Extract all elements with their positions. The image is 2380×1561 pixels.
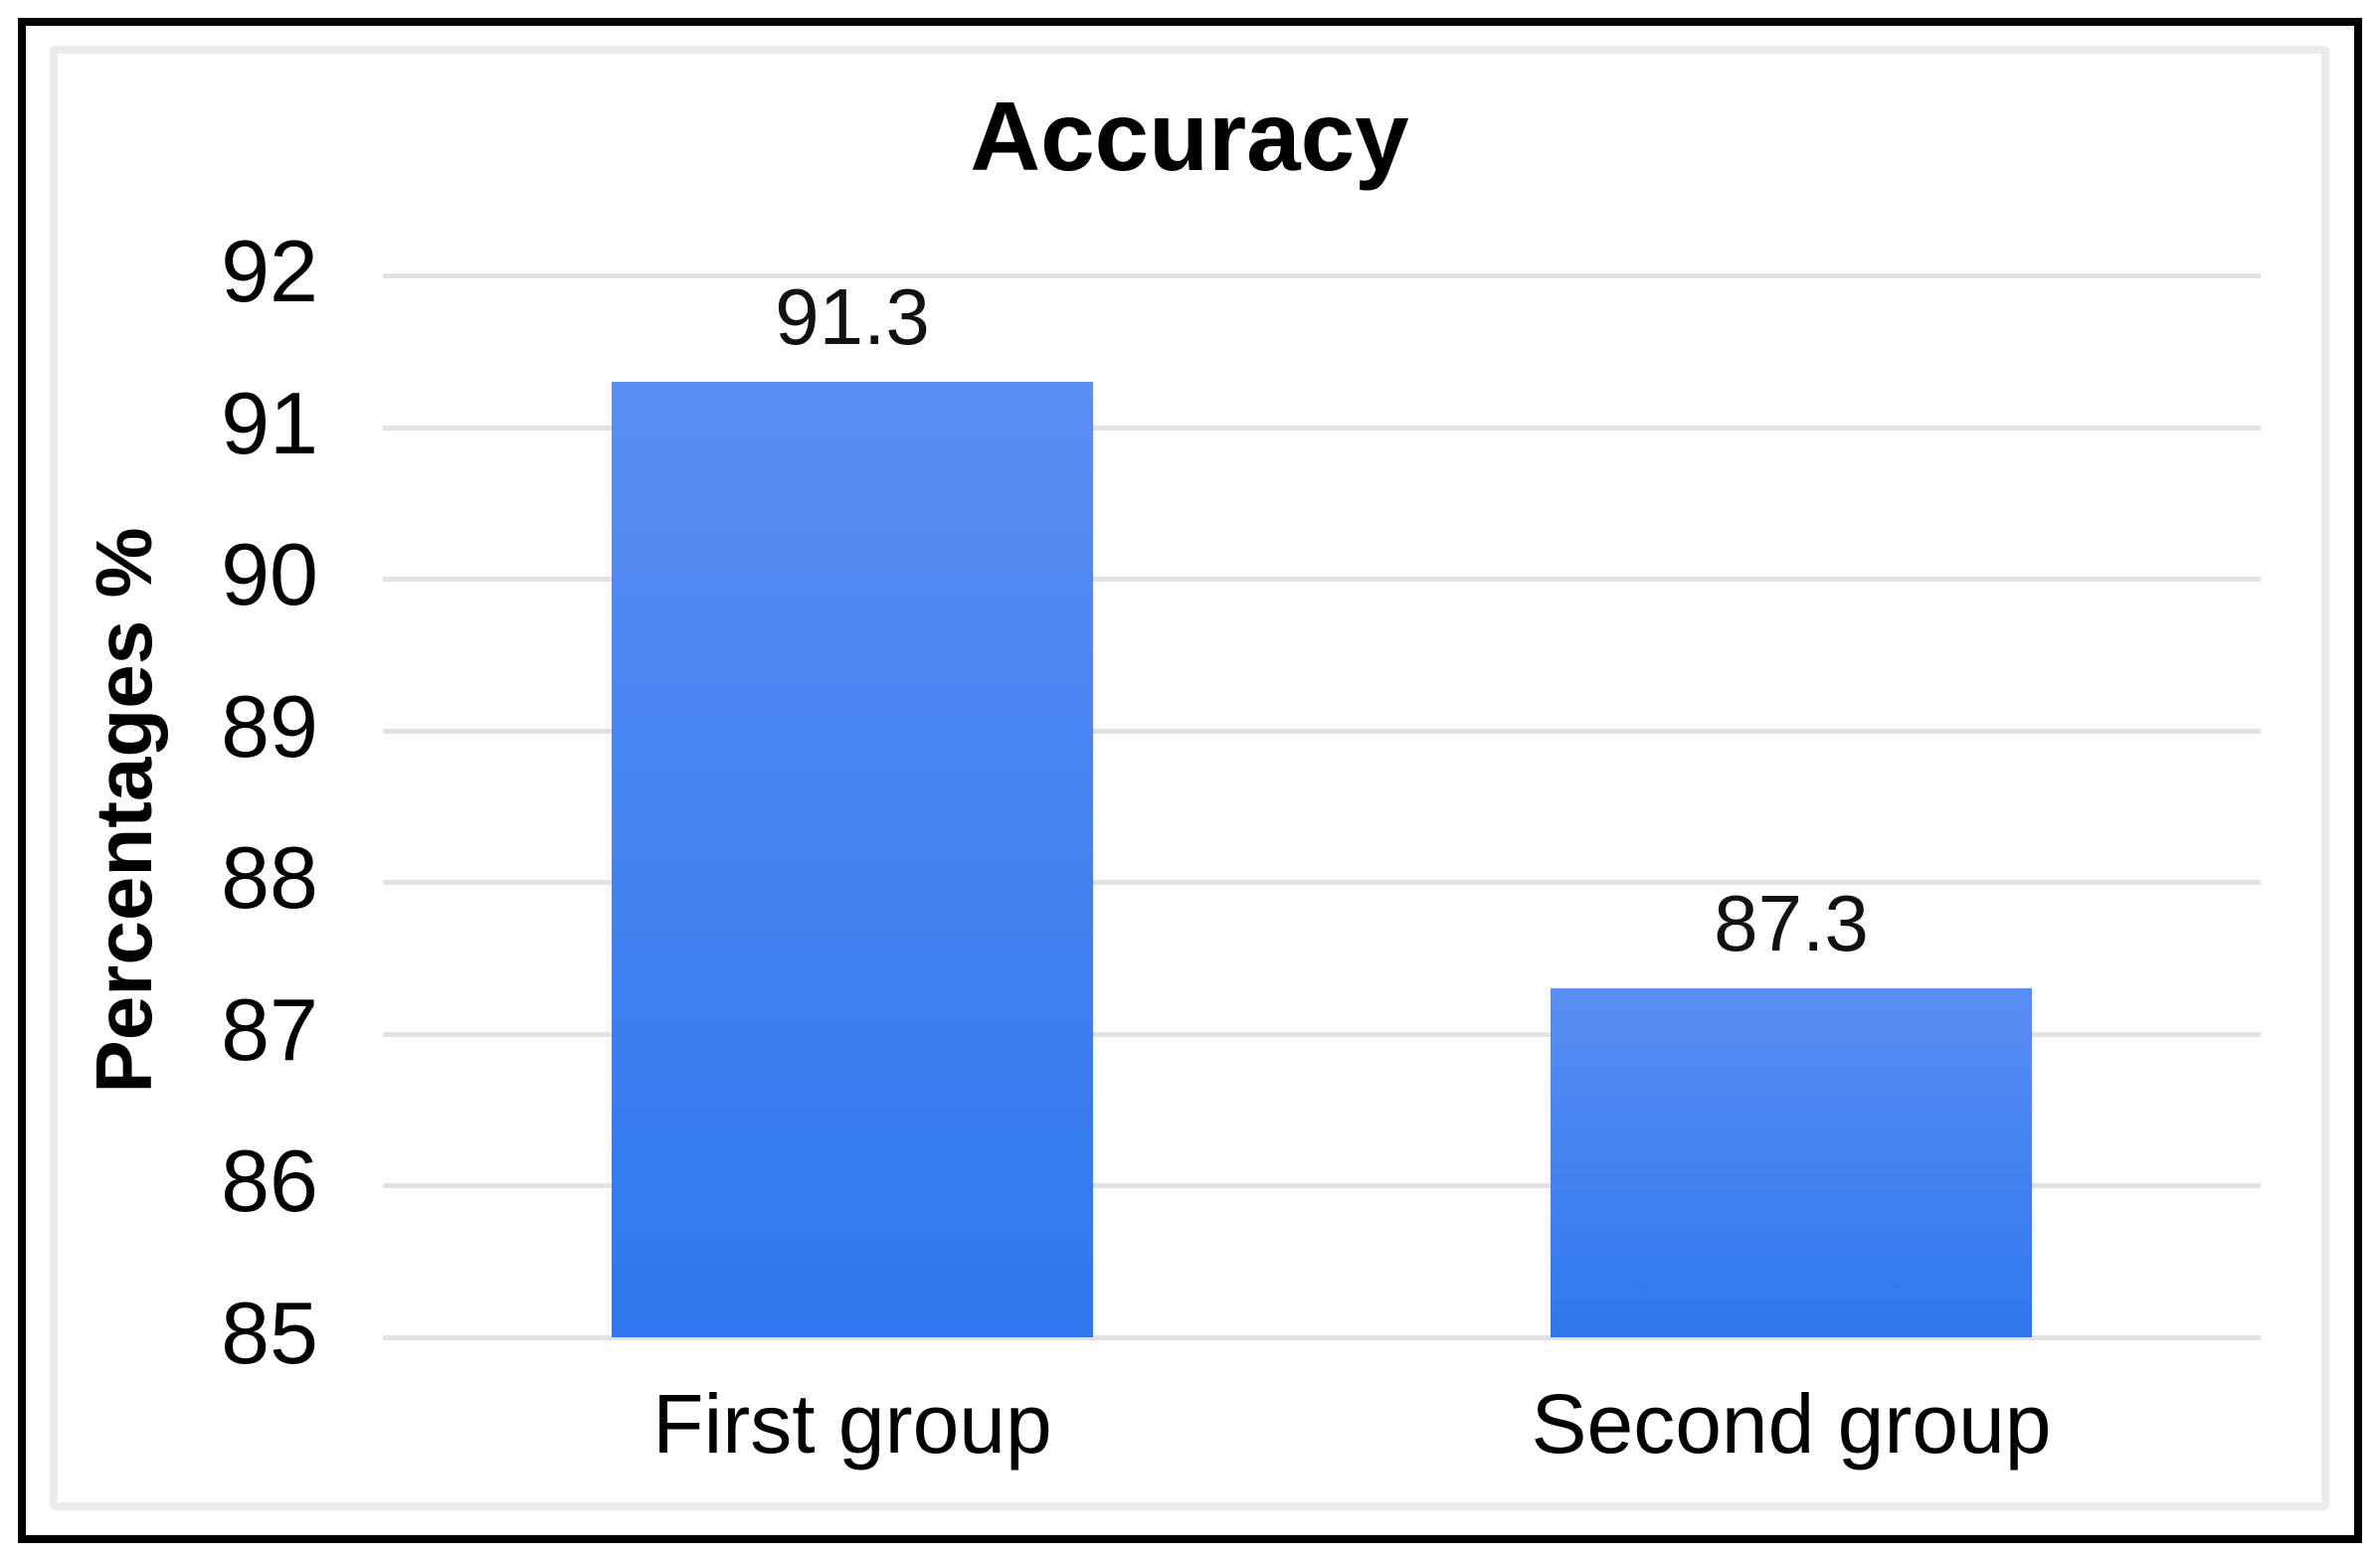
gridline xyxy=(383,1183,2261,1189)
y-tick-label: 87 xyxy=(221,979,318,1079)
gridline xyxy=(383,577,2261,583)
gridline xyxy=(383,273,2261,278)
y-tick-label: 92 xyxy=(221,222,318,320)
y-tick-label: 90 xyxy=(221,525,318,624)
x-category-label-first-group: First group xyxy=(652,1377,1052,1471)
bar-first-group xyxy=(612,381,1093,1337)
plot-area xyxy=(383,273,2261,1340)
bar-value-label: 91.3 xyxy=(775,271,930,361)
y-tick-label: 91 xyxy=(221,373,318,472)
gridline xyxy=(383,1335,2261,1340)
x-category-label-second-group: Second group xyxy=(1531,1377,2052,1471)
bar-value-label: 87.3 xyxy=(1714,879,1869,968)
gridline xyxy=(383,880,2261,886)
y-tick-label: 85 xyxy=(221,1284,318,1382)
bar-second-group xyxy=(1551,988,2032,1337)
gridline xyxy=(383,728,2261,734)
y-tick-label: 86 xyxy=(221,1131,318,1231)
y-tick-label: 88 xyxy=(221,828,318,928)
y-tick-label: 89 xyxy=(221,676,318,776)
gridline xyxy=(383,425,2261,431)
chart-title: Accuracy xyxy=(970,82,1409,191)
gridline xyxy=(383,1031,2261,1037)
figure-border xyxy=(18,18,2362,1543)
